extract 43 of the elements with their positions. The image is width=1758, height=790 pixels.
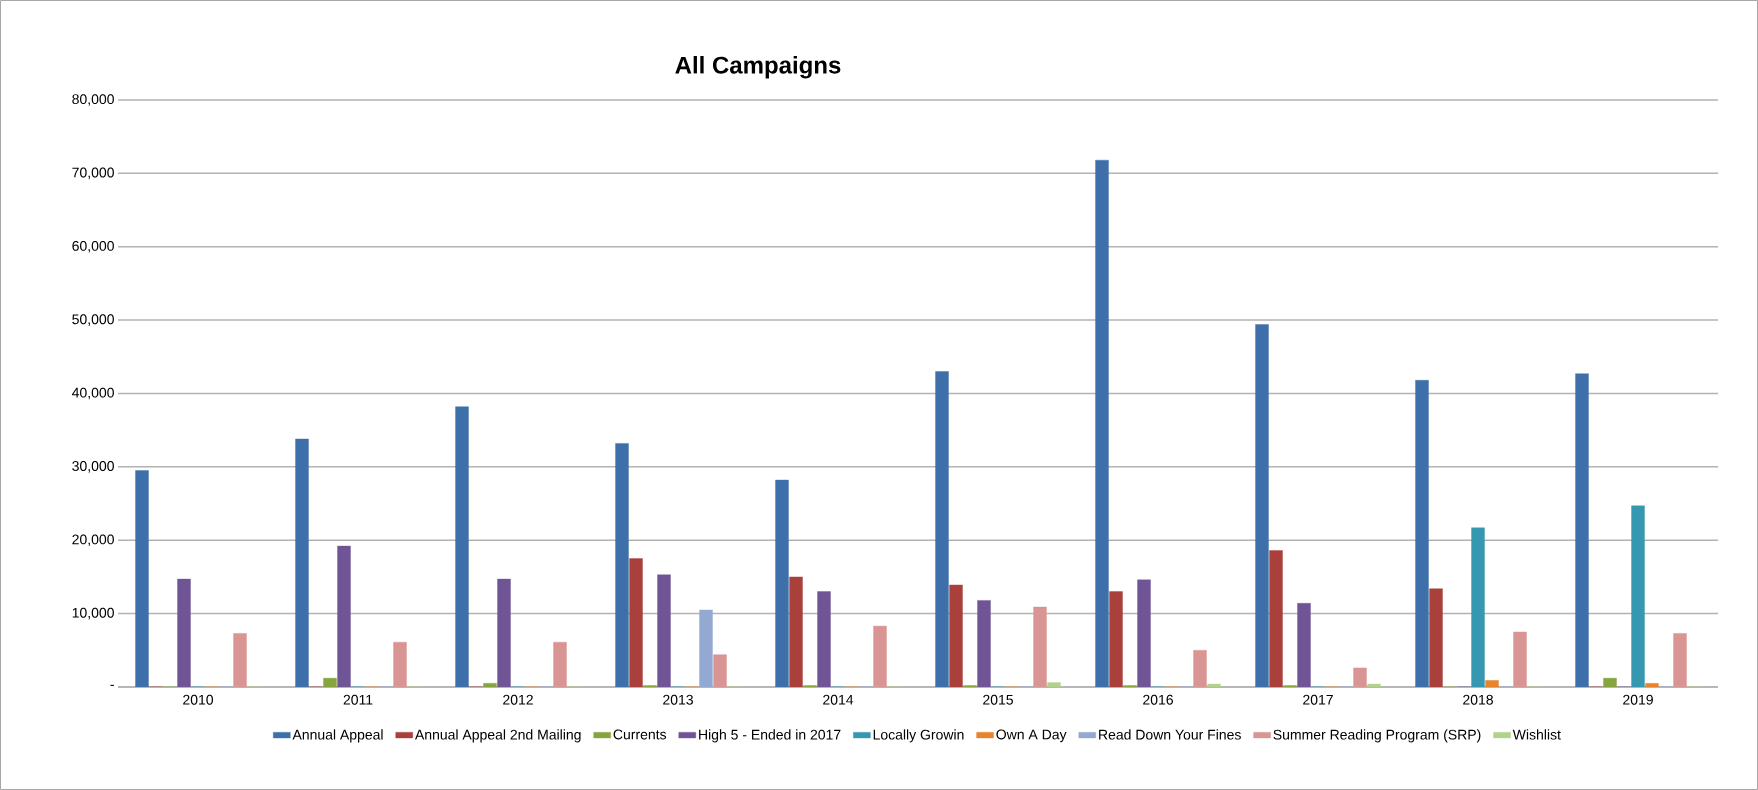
bar [1485,680,1499,687]
bar [1429,588,1443,687]
chart-title: All Campaigns [675,56,841,79]
x-tick-label: 2017 [1303,694,1333,705]
x-tick-label: 2013 [663,694,693,705]
x-tick-label: 2015 [983,694,1013,705]
bar [1109,591,1123,687]
bar [1645,683,1659,687]
legend-label: Currents [613,729,667,740]
legend-label: Locally Growin [873,729,964,743]
bar [949,584,963,687]
y-tick-label: 80,000 [72,94,114,106]
legend-label: Own A Day [996,729,1067,743]
legend-label: Wishlist [1512,729,1561,740]
x-tick-label: 2016 [1143,694,1173,705]
legend-label: Summer Reading Program (SRP) [1273,729,1481,743]
y-tick-label: 60,000 [72,240,114,253]
x-tick-label: 2011 [343,694,373,705]
legend-label: Annual Appeal [292,729,383,743]
bar [1207,683,1221,687]
bar [1631,505,1645,687]
y-tick-label: 40,000 [72,387,114,400]
bar [789,576,803,687]
bar [1047,682,1061,687]
y-tick-label: 70,000 [72,167,114,180]
bar [1367,683,1381,687]
legend-label: High 5 - Ended in 2017 [699,729,841,743]
x-tick-label: 2014 [823,694,854,705]
legend-label: Annual Appeal 2nd Mailing [414,729,581,743]
bar [1471,527,1485,687]
y-tick-label: - [110,684,114,686]
legend-label: Read Down Your Fines [1099,729,1241,740]
bar [1269,550,1283,687]
y-tick-label: 30,000 [72,461,114,473]
y-tick-label: 10,000 [72,607,114,620]
x-tick-label: 2019 [1623,694,1653,705]
bar [699,609,713,687]
bar [629,558,643,687]
x-tick-label: 2018 [1463,694,1493,705]
x-tick-label: 2012 [503,694,533,705]
y-tick-label: 50,000 [72,314,114,326]
y-tick-label: 20,000 [72,534,114,547]
x-tick-label: 2010 [183,694,214,705]
